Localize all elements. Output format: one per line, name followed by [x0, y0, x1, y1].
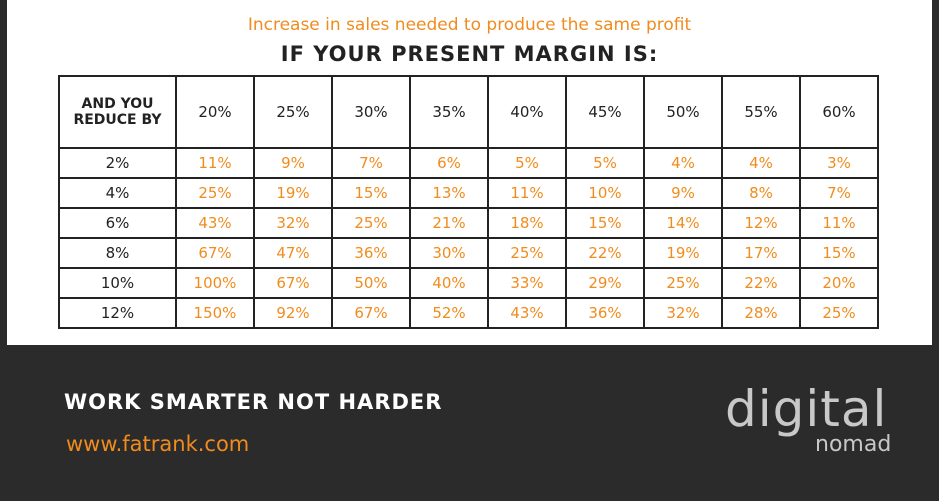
column-header: 50% — [643, 75, 723, 149]
cell: 92% — [253, 297, 333, 329]
tagline: WORK SMARTER NOT HARDER — [64, 390, 443, 414]
cell: 25% — [175, 177, 255, 209]
column-header: 60% — [799, 75, 879, 149]
cell: 33% — [487, 267, 567, 299]
row-header: 4% — [58, 177, 177, 209]
table-row: 10% 100% 67% 50% 40% 33% 29% 25% 22% 20% — [58, 267, 879, 299]
cell: 21% — [409, 207, 489, 239]
cell: 14% — [643, 207, 723, 239]
cell: 32% — [253, 207, 333, 239]
cell: 9% — [643, 177, 723, 209]
row-header: 10% — [58, 267, 177, 299]
cell: 15% — [565, 207, 645, 239]
cell: 36% — [565, 297, 645, 329]
cell: 50% — [331, 267, 411, 299]
cell: 30% — [409, 237, 489, 269]
website-link[interactable]: www.fatrank.com — [66, 432, 250, 456]
cell: 150% — [175, 297, 255, 329]
cell: 19% — [253, 177, 333, 209]
cell: 52% — [409, 297, 489, 329]
cell: 100% — [175, 267, 255, 299]
cell: 12% — [721, 207, 801, 239]
column-header: 30% — [331, 75, 411, 149]
table-row: 4% 25% 19% 15% 13% 11% 10% 9% 8% 7% — [58, 177, 879, 209]
cell: 4% — [643, 147, 723, 179]
cell: 22% — [565, 237, 645, 269]
table-row: 8% 67% 47% 36% 30% 25% 22% 19% 17% 15% — [58, 237, 879, 269]
column-header: 35% — [409, 75, 489, 149]
subtitle: Increase in sales needed to produce the … — [247, 15, 692, 35]
cell: 36% — [331, 237, 411, 269]
cell: 7% — [799, 177, 879, 209]
cell: 67% — [175, 237, 255, 269]
cell: 47% — [253, 237, 333, 269]
cell: 40% — [409, 267, 489, 299]
cell: 4% — [721, 147, 801, 179]
row-header: 2% — [58, 147, 177, 179]
cell: 5% — [487, 147, 567, 179]
cell: 15% — [799, 237, 879, 269]
cell: 29% — [565, 267, 645, 299]
cell: 43% — [175, 207, 255, 239]
cell: 11% — [487, 177, 567, 209]
cell: 25% — [643, 267, 723, 299]
cell: 25% — [487, 237, 567, 269]
column-header: 20% — [175, 75, 255, 149]
margin-table: AND YOU REDUCE BY 20% 25% 30% 35% 40% 45% 50% 55… — [58, 75, 879, 329]
cell: 22% — [721, 267, 801, 299]
title: IF YOUR PRESENT MARGIN IS: — [280, 42, 659, 66]
logo-text: digital — [725, 380, 888, 438]
cell: 8% — [721, 177, 801, 209]
cell: 67% — [253, 267, 333, 299]
column-header: 40% — [487, 75, 567, 149]
table-row: 6% 43% 32% 25% 21% 18% 15% 14% 12% 11% — [58, 207, 879, 239]
cell: 5% — [565, 147, 645, 179]
cell: 15% — [331, 177, 411, 209]
cell: 3% — [799, 147, 879, 179]
cell: 10% — [565, 177, 645, 209]
cell: 25% — [799, 297, 879, 329]
cell: 17% — [721, 237, 801, 269]
logo-text: nomad — [815, 432, 892, 457]
row-header: 12% — [58, 297, 177, 329]
column-header: 25% — [253, 75, 333, 149]
cell: 20% — [799, 267, 879, 299]
column-header: 55% — [721, 75, 801, 149]
table-row: 2% 11% 9% 7% 6% 5% 5% 4% 4% 3% — [58, 147, 879, 179]
cell: 13% — [409, 177, 489, 209]
cell: 7% — [331, 147, 411, 179]
corner-cell: AND YOU REDUCE BY — [58, 75, 177, 149]
cell: 19% — [643, 237, 723, 269]
row-header: 8% — [58, 237, 177, 269]
cell: 11% — [175, 147, 255, 179]
header-row: AND YOU REDUCE BY 20% 25% 30% 35% 40% 45% 50% 55… — [58, 75, 879, 149]
cell: 6% — [409, 147, 489, 179]
cell: 67% — [331, 297, 411, 329]
cell: 32% — [643, 297, 723, 329]
cell: 18% — [487, 207, 567, 239]
column-header: 45% — [565, 75, 645, 149]
cell: 43% — [487, 297, 567, 329]
row-header: 6% — [58, 207, 177, 239]
table-row: 12% 150% 92% 67% 52% 43% 36% 32% 28% 25% — [58, 297, 879, 329]
cell: 28% — [721, 297, 801, 329]
cell: 25% — [331, 207, 411, 239]
cell: 11% — [799, 207, 879, 239]
cell: 9% — [253, 147, 333, 179]
